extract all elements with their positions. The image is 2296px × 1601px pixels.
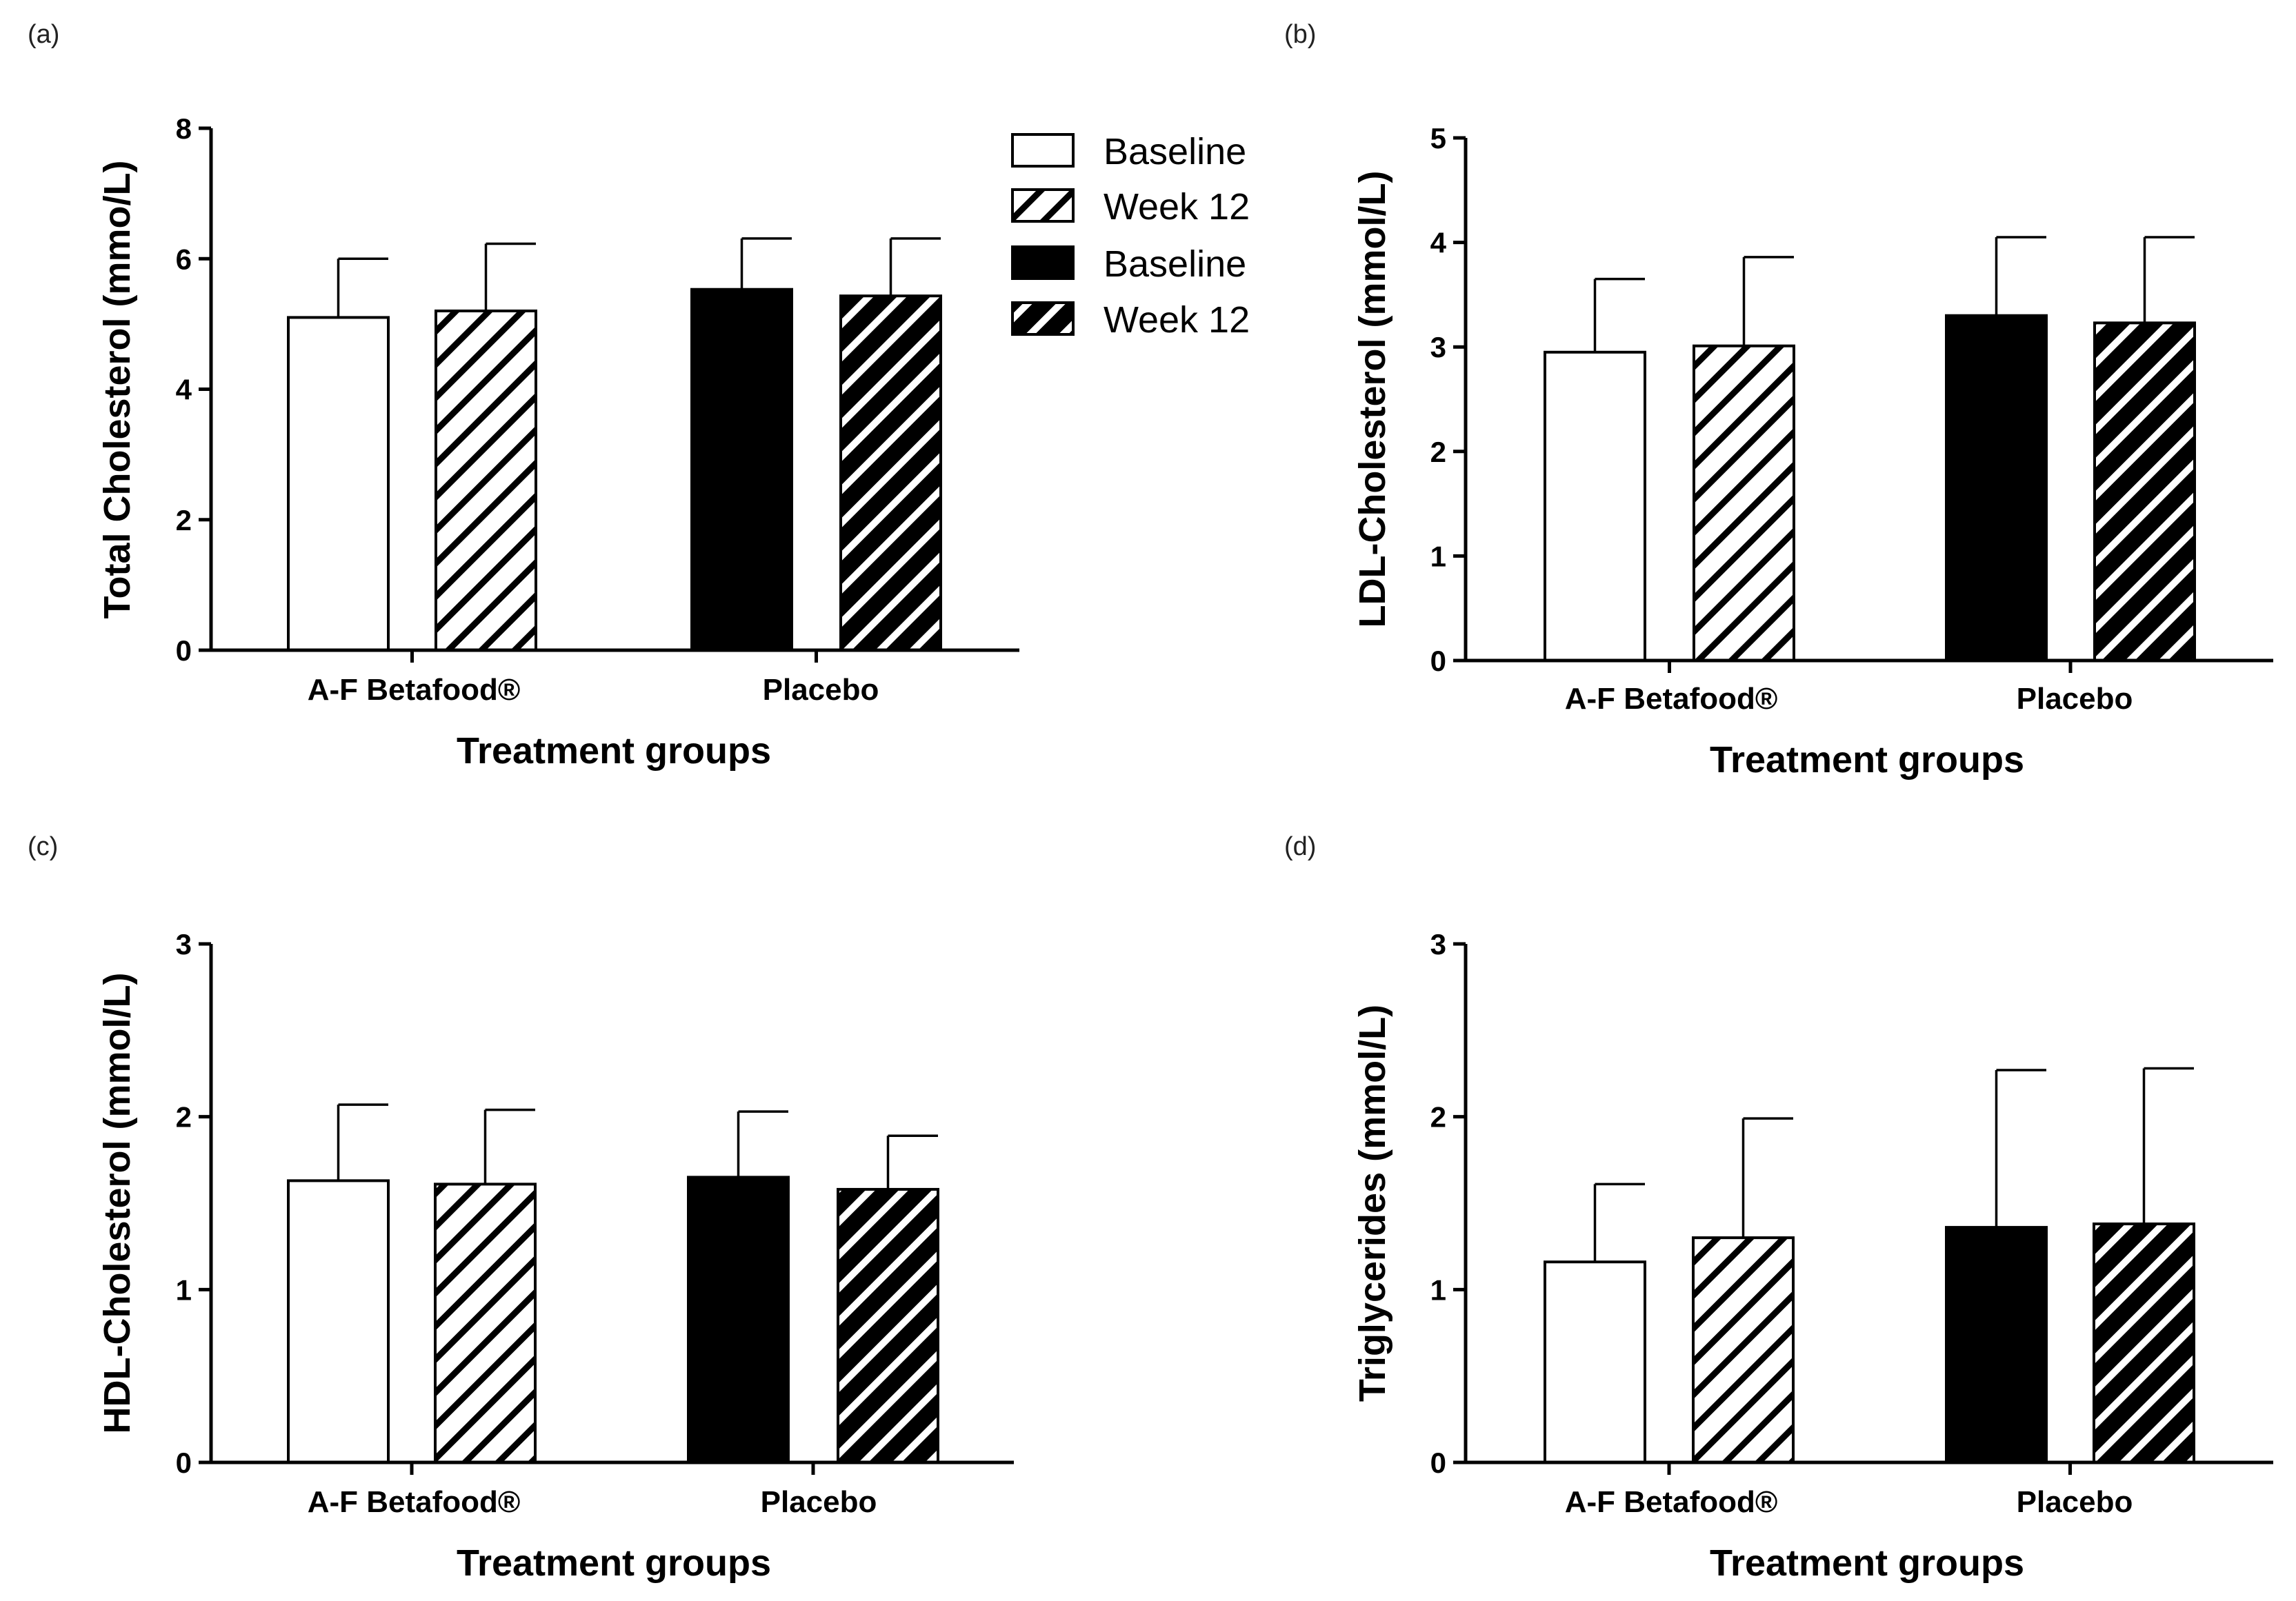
y-tick-label: 1 bbox=[176, 1273, 192, 1306]
bar bbox=[1945, 1226, 2048, 1464]
legend-swatch bbox=[1011, 188, 1075, 223]
legend-swatch bbox=[1011, 245, 1075, 280]
legend-label: Baseline bbox=[1104, 243, 1246, 285]
bar bbox=[690, 288, 793, 652]
x-category-label: A-F Betafood® bbox=[308, 673, 521, 707]
legend-label: Baseline bbox=[1104, 131, 1246, 172]
y-tick-label: 4 bbox=[1430, 227, 1447, 259]
y-tick-label: 8 bbox=[176, 112, 192, 145]
y-tick-label: 0 bbox=[176, 634, 192, 667]
y-tick-label: 2 bbox=[1430, 1101, 1446, 1134]
y-tick-label: 2 bbox=[176, 1101, 192, 1134]
panel-letter: (b) bbox=[1284, 20, 1316, 49]
y-tick-label: 2 bbox=[176, 504, 192, 536]
y-tick-label: 0 bbox=[1430, 1447, 1446, 1479]
legend-label: Week 12 bbox=[1104, 186, 1250, 228]
chart-panel-3: (c) 0 1 2 3 A-F Betafood® Placebo Treatment gro… bbox=[28, 832, 1014, 1584]
bar bbox=[1692, 1236, 1795, 1464]
x-axis-title: Treatment groups bbox=[457, 1542, 771, 1584]
bar bbox=[837, 1187, 939, 1464]
y-tick-label: 0 bbox=[176, 1447, 192, 1479]
bar bbox=[434, 1182, 537, 1464]
panel-letter: (c) bbox=[28, 832, 58, 861]
x-category-label: Placebo bbox=[2017, 1485, 2133, 1519]
x-category-label: A-F Betafood® bbox=[308, 1485, 521, 1519]
panel-letter: (d) bbox=[1284, 832, 1316, 861]
chart-panel-2: (b) 0 1 2 3 4 5 A-F Betafood® Placebo Treatment g… bbox=[1284, 20, 2273, 781]
legend-swatch bbox=[1011, 133, 1075, 168]
x-category-label: Placebo bbox=[761, 1485, 877, 1519]
x-axis-title: Treatment groups bbox=[457, 730, 771, 772]
y-tick-label: 5 bbox=[1430, 122, 1446, 154]
y-axis-title: Total Cholesterol (mmo/L) bbox=[97, 160, 138, 618]
bar bbox=[687, 1176, 790, 1464]
y-tick-label: 3 bbox=[1430, 928, 1446, 960]
chart-panel-1: (a) 0 2 4 6 8 A-F Betafood® Placebo Treatment gr… bbox=[28, 20, 1019, 772]
x-category-label: A-F Betafood® bbox=[1565, 682, 1778, 716]
bar bbox=[1945, 314, 2048, 662]
y-tick-label: 6 bbox=[176, 243, 192, 275]
bar bbox=[287, 1179, 390, 1464]
y-tick-label: 3 bbox=[1430, 331, 1446, 363]
y-tick-label: 0 bbox=[1430, 645, 1446, 677]
y-axis-title: LDL-Cholesterol (mmol/L) bbox=[1352, 171, 1393, 628]
y-tick-label: 3 bbox=[176, 928, 192, 960]
y-tick-label: 2 bbox=[1430, 436, 1446, 468]
bar bbox=[1693, 344, 1795, 662]
x-axis-title: Treatment groups bbox=[1710, 739, 2024, 781]
x-axis-title: Treatment groups bbox=[1710, 1542, 2024, 1584]
y-tick-label: 1 bbox=[1430, 1273, 1446, 1306]
legend-label: Week 12 bbox=[1104, 299, 1250, 341]
bar bbox=[1544, 1260, 1646, 1464]
bar bbox=[287, 316, 390, 652]
y-axis-title: HDL-Cholesterol (mmol/L) bbox=[97, 973, 138, 1434]
bar bbox=[2093, 321, 2196, 662]
x-category-label: A-F Betafood® bbox=[1565, 1485, 1778, 1519]
chart-panel-4: (d) 0 1 2 3 A-F Betafood® Placebo Treatment gro… bbox=[1284, 832, 2273, 1584]
x-category-label: Placebo bbox=[763, 673, 879, 707]
bar bbox=[1544, 350, 1646, 662]
bar bbox=[2093, 1222, 2195, 1464]
legend-swatch bbox=[1011, 301, 1075, 336]
y-tick-label: 1 bbox=[1430, 540, 1446, 572]
y-tick-label: 4 bbox=[176, 374, 192, 406]
bar bbox=[839, 294, 942, 652]
panel-letter: (a) bbox=[28, 20, 59, 49]
x-category-label: Placebo bbox=[2017, 682, 2133, 716]
y-axis-title: Triglycerides (mmol/L) bbox=[1352, 1005, 1393, 1402]
bar bbox=[435, 309, 537, 652]
legend: Baseline Week 12 Baseline Week 12 bbox=[1011, 131, 1250, 341]
